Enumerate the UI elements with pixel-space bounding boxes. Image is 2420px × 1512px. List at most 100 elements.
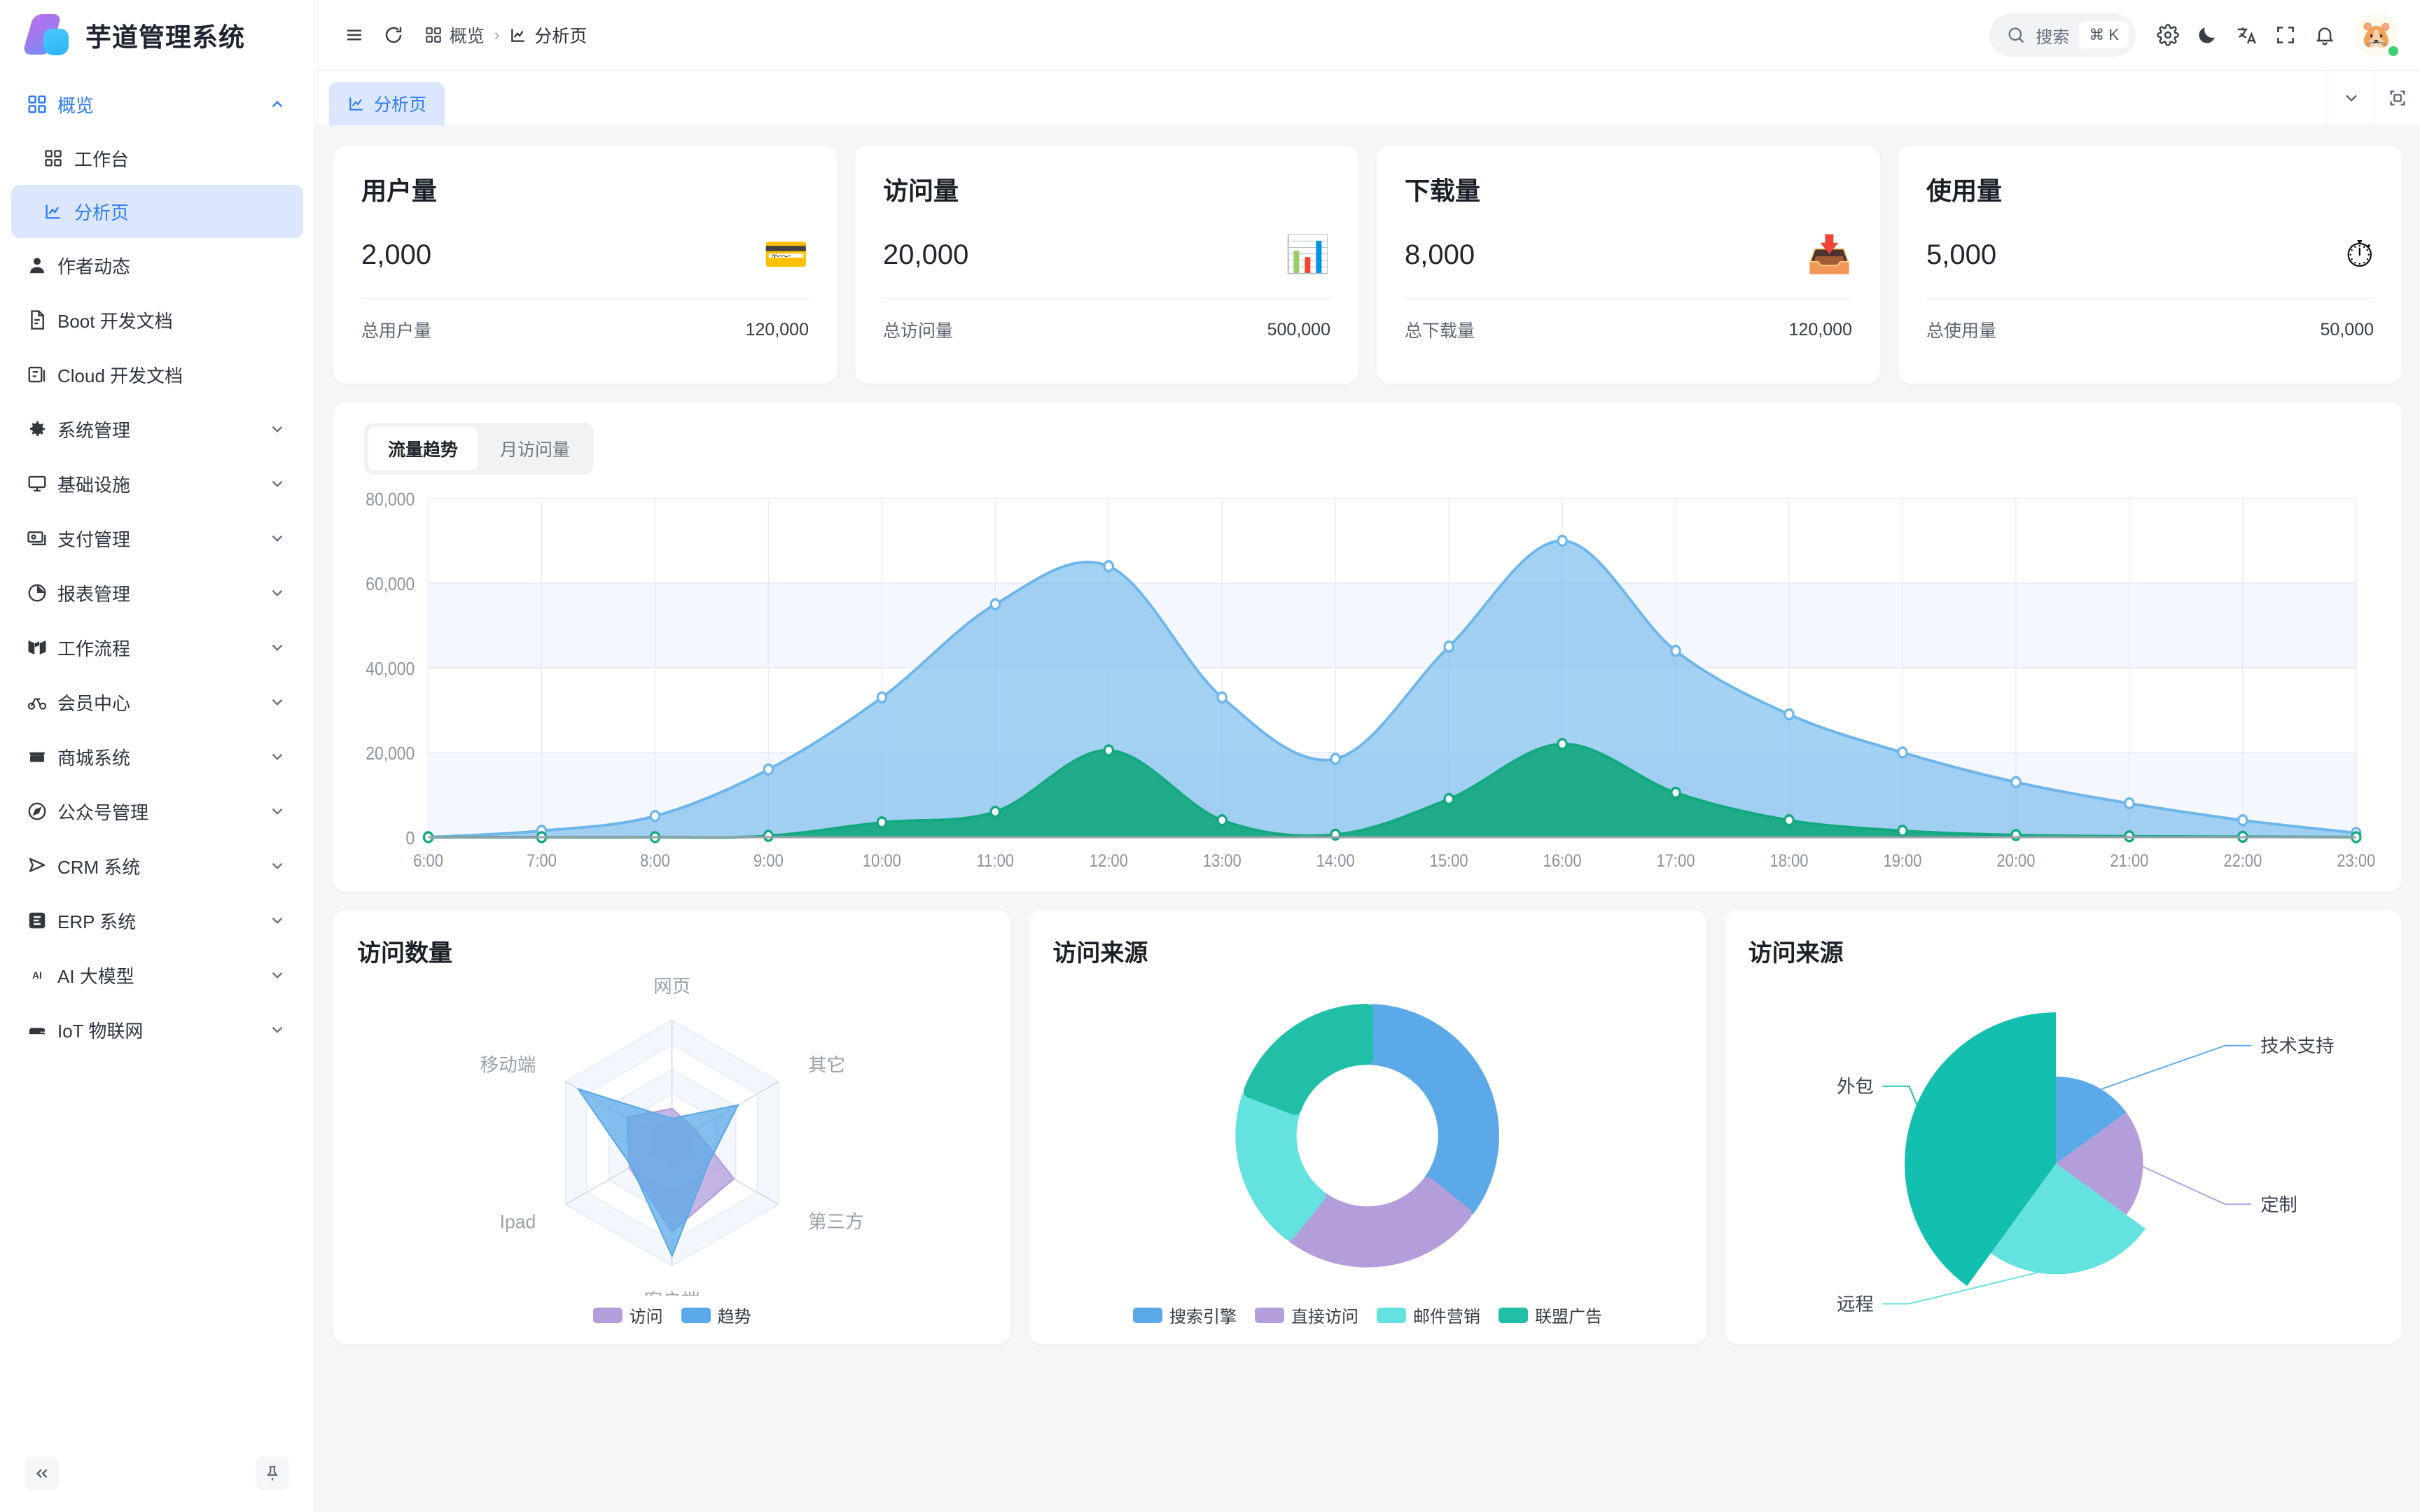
- chevron-down-icon: [267, 748, 288, 766]
- fullscreen-button[interactable]: [2266, 15, 2305, 55]
- tab-maximize-button[interactable]: [2374, 71, 2420, 125]
- legend-item[interactable]: 联盟广告: [1498, 1303, 1602, 1327]
- sidebar-item-label: Cloud 开发文档: [57, 365, 183, 386]
- rose-body: 技术支持 定制 远程 外包: [1748, 968, 2378, 1337]
- sidebar-item-workflow[interactable]: 工作流程: [11, 620, 303, 675]
- notifications-button[interactable]: [2305, 15, 2344, 55]
- legend-item[interactable]: 趋势: [681, 1303, 751, 1327]
- collapse-sidebar-button[interactable]: [25, 1457, 59, 1490]
- erp-icon: [27, 910, 57, 931]
- pie-percent-icon: 📊: [1285, 234, 1330, 275]
- legend-item[interactable]: 邮件营销: [1376, 1303, 1480, 1327]
- download-icon: 📥: [1807, 234, 1852, 275]
- sidebar-item-label: 报表管理: [57, 583, 131, 605]
- sidebar-item-workbench[interactable]: 工作台: [11, 132, 303, 185]
- sidebar-item-author-feed[interactable]: 作者动态: [11, 238, 303, 293]
- translate-icon: [2238, 27, 2256, 44]
- svg-text:19:00: 19:00: [1883, 851, 1921, 871]
- svg-text:17:00: 17:00: [1657, 851, 1695, 871]
- legend-swatch: [1498, 1307, 1528, 1323]
- sidebar-item-cloud-docs[interactable]: Cloud 开发文档: [11, 347, 303, 402]
- tab-analysis[interactable]: 分析页: [329, 82, 445, 125]
- legend-item[interactable]: 搜索引擎: [1132, 1303, 1237, 1327]
- svg-text:移动端: 移动端: [480, 1054, 536, 1075]
- avatar[interactable]: 🐹: [2354, 13, 2400, 58]
- sidebar-item-erp[interactable]: ERP 系统: [11, 893, 303, 948]
- hamburger-icon[interactable]: [335, 15, 374, 55]
- card-title: 访问来源: [1748, 940, 1844, 967]
- svg-text:12:00: 12:00: [1090, 851, 1128, 871]
- search-input[interactable]: 搜索 ⌘ K: [1989, 13, 2136, 57]
- divider: [1405, 298, 1852, 299]
- svg-text:18:00: 18:00: [1770, 851, 1809, 871]
- stat-foot-label: 总用户量: [361, 321, 432, 341]
- credit-card-icon: 💳: [763, 234, 809, 275]
- double-chevron-left-icon: [36, 1469, 48, 1478]
- trend-plot: 0 20,000 40,000 60,000 80,000 6:00 7:00 8:00 9:0…: [354, 487, 2381, 879]
- brand[interactable]: 芋道管理系统: [0, 0, 314, 70]
- sidebar: 芋道管理系统 概览 工作台 分析页 作者动态 Boot: [0, 0, 315, 1512]
- bicycle-icon: [27, 692, 57, 713]
- svg-text:定制: 定制: [2260, 1194, 2297, 1215]
- sidebar-item-member[interactable]: 会员中心: [11, 675, 303, 729]
- sidebar-item-iot[interactable]: IoT 物联网: [11, 1002, 303, 1057]
- pin-sidebar-button[interactable]: [256, 1457, 289, 1490]
- sidebar-footer: [0, 1435, 314, 1512]
- stat-footer: 总下载量 120,000: [1405, 317, 1852, 342]
- stat-card-downloads: 下载量 8,000 📥 总下载量 120,000: [1377, 146, 1880, 384]
- svg-text:40,000: 40,000: [366, 659, 415, 680]
- pin-icon: [266, 1466, 279, 1480]
- chevron-down-icon: [267, 911, 288, 930]
- stat-main: 20,000 📊: [883, 237, 1330, 273]
- svg-text:客户端: 客户端: [644, 1290, 700, 1296]
- stat-foot-value: 120,000: [745, 319, 809, 340]
- breadcrumb-item-analysis[interactable]: 分析页: [509, 22, 587, 48]
- refresh-icon[interactable]: [374, 15, 413, 55]
- sidebar-item-ai[interactable]: AI AI 大模型: [11, 948, 303, 1002]
- chevron-down-icon: [267, 693, 288, 711]
- sidebar-item-mp[interactable]: 公众号管理: [11, 784, 303, 839]
- language-button[interactable]: [2227, 15, 2266, 55]
- settings-button[interactable]: [2148, 15, 2188, 55]
- svg-text:16:00: 16:00: [1543, 851, 1582, 871]
- sidebar-item-infrastructure[interactable]: 基础设施: [11, 456, 303, 511]
- stat-title: 下载量: [1405, 176, 1481, 205]
- svg-text:20,000: 20,000: [366, 744, 415, 764]
- sidebar-item-report[interactable]: 报表管理: [11, 566, 303, 620]
- svg-text:0: 0: [405, 829, 415, 849]
- card-title: 访问数量: [357, 940, 452, 967]
- legend-swatch: [681, 1307, 711, 1323]
- search-placeholder: 搜索: [2036, 27, 2070, 47]
- legend-item[interactable]: 访问: [592, 1303, 663, 1327]
- analytics-icon: [509, 26, 527, 44]
- chevron-down-icon: [267, 584, 288, 602]
- sidebar-item-payment[interactable]: 支付管理: [11, 511, 303, 566]
- brand-title: 芋道管理系统: [85, 23, 245, 52]
- legend-label: 联盟广告: [1534, 1308, 1602, 1326]
- sidebar-item-mall[interactable]: 商城系统: [11, 729, 303, 784]
- stat-card-visits: 访问量 20,000 📊 总访问量 500,000: [855, 146, 1358, 384]
- send-icon: [27, 855, 57, 876]
- tab-dropdown-button[interactable]: [2328, 71, 2374, 125]
- trend-chart-card: 流量趋势 月访问量 0 20,000 40,000 60,000 80,000 6:00 7…: [333, 402, 2402, 892]
- svg-text:第三方: 第三方: [808, 1212, 864, 1233]
- dark-mode-button[interactable]: [2188, 15, 2227, 55]
- sidebar-item-crm[interactable]: CRM 系统: [11, 839, 303, 893]
- breadcrumb-item-overview[interactable]: 概览: [424, 22, 485, 48]
- sidebar-item-overview[interactable]: 概览: [11, 77, 303, 132]
- svg-text:15:00: 15:00: [1430, 851, 1468, 871]
- analytics-icon: [43, 202, 74, 221]
- sidebar-item-boot-docs[interactable]: Boot 开发文档: [11, 293, 303, 347]
- svg-text:14:00: 14:00: [1316, 851, 1355, 871]
- divider: [1926, 298, 2374, 299]
- ai-icon: AI: [27, 965, 57, 986]
- legend-item[interactable]: 直接访问: [1254, 1303, 1358, 1327]
- moon-icon: [2199, 27, 2215, 43]
- sidebar-item-analysis[interactable]: 分析页: [11, 185, 303, 238]
- trend-tab-monthly[interactable]: 月访问量: [500, 440, 571, 460]
- sidebar-item-system[interactable]: 系统管理: [11, 402, 303, 456]
- svg-text:远程: 远程: [1837, 1294, 1874, 1315]
- trend-tab-traffic[interactable]: 流量趋势: [368, 427, 478, 470]
